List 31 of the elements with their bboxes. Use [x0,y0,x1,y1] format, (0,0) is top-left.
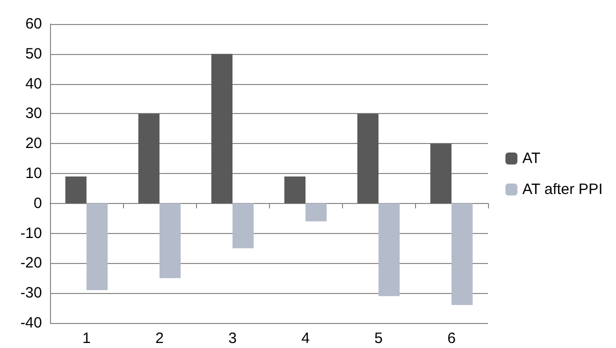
x-tick-label: 4 [301,330,310,347]
y-tick-label: -10 [20,224,42,242]
y-tick-label: 20 [25,135,42,152]
bar [86,203,108,290]
bar [284,176,306,204]
y-tick-label: -40 [20,314,42,332]
bar [452,203,473,306]
x-tick-label: 5 [374,330,383,347]
bar [65,176,86,204]
x-tick-label: 3 [228,330,237,347]
bar [378,203,400,296]
y-tick-label: 10 [25,165,42,182]
legend-label: AT [522,150,540,167]
y-tick-label: 50 [25,45,42,62]
bar [306,203,327,222]
x-tick-label: 2 [155,330,164,347]
y-tick-label: 60 [25,16,42,32]
y-tick-label: -20 [20,254,42,272]
bar [232,203,254,248]
bar [357,114,378,204]
y-tick-label: 0 [34,194,42,212]
y-tick-label: 30 [25,105,42,122]
bar [430,144,452,204]
bar [211,54,232,204]
legend-label: AT after PPI [522,181,603,198]
bar [160,203,181,278]
y-tick-label: -30 [20,284,42,302]
y-tick-label: 40 [25,75,42,92]
x-tick-label: 6 [447,330,456,347]
bar [138,114,160,204]
x-tick-label: 1 [82,330,91,347]
